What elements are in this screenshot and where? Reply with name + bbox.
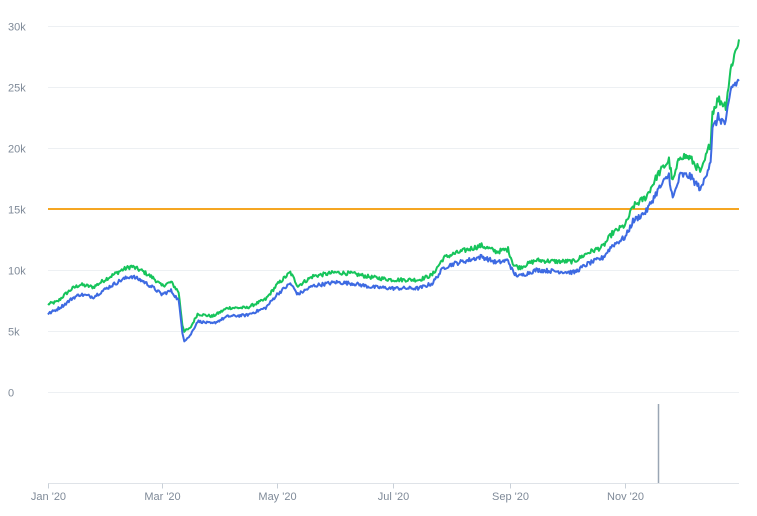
x-axis-ticks: Jan '20 Mar '20 May '20 Jul '20 Sep '20 Nov '… <box>31 483 739 503</box>
y-axis-ticks: 0 5k 10k 15k 20k 25k 30k <box>8 22 26 400</box>
y-tick-label: 10k <box>8 266 26 278</box>
series-line-2 <box>47 78 740 343</box>
y-tick-label: 0 <box>8 388 14 400</box>
x-tick-label: Jan '20 <box>31 491 66 503</box>
y-tick-label: 30k <box>8 22 26 34</box>
x-tick-label: Jul '20 <box>378 491 409 503</box>
y-tick-label: 20k <box>8 144 26 156</box>
x-tick-label: May '20 <box>258 491 296 503</box>
series-line-1 <box>47 39 740 333</box>
y-tick-label: 25k <box>8 83 26 95</box>
x-tick-label: Mar '20 <box>144 491 180 503</box>
x-tick-label: Nov '20 <box>607 491 644 503</box>
x-tick-label: Sep '20 <box>492 491 529 503</box>
series-layer <box>47 39 740 343</box>
y-tick-label: 15k <box>8 205 26 217</box>
y-tick-label: 5k <box>8 327 20 339</box>
